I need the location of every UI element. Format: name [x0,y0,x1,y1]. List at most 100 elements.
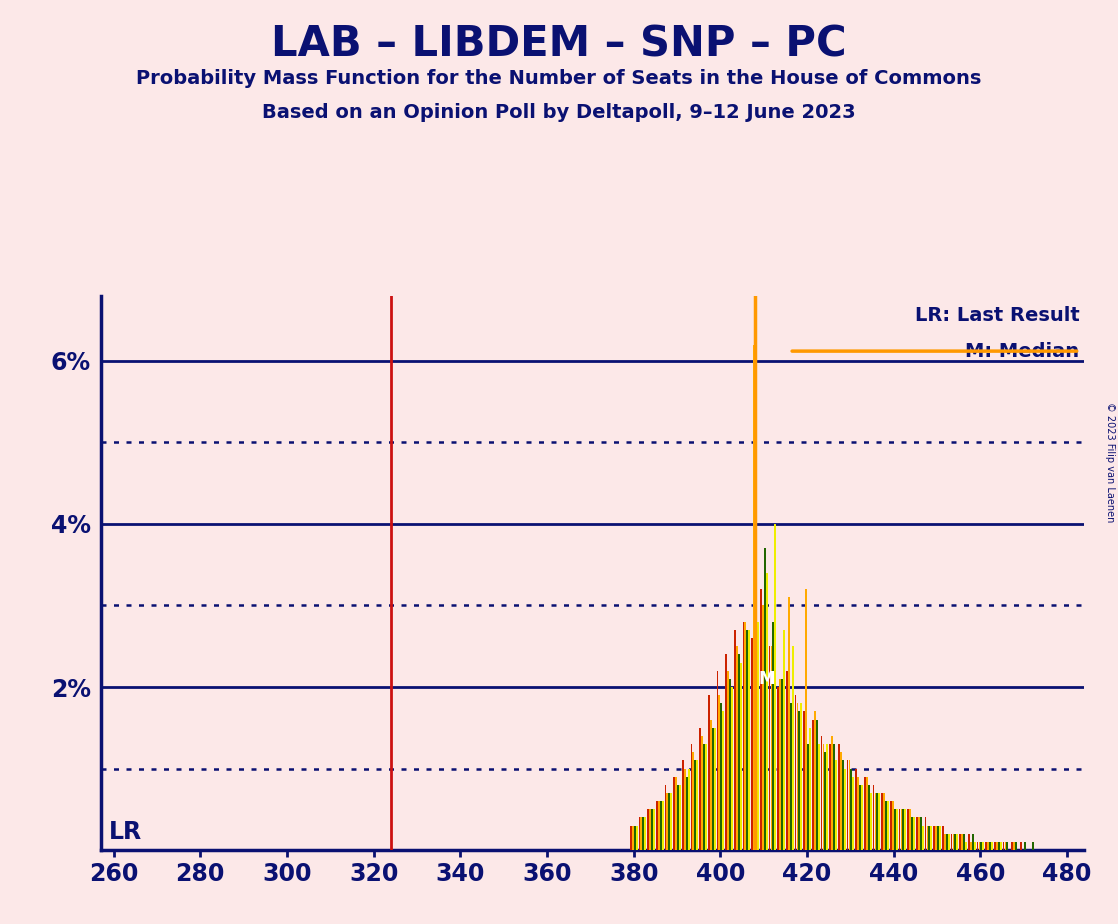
Bar [968,833,969,850]
Bar [817,744,819,850]
Bar [999,842,1002,850]
Bar [629,826,632,850]
Bar [870,793,872,850]
Bar [987,842,989,850]
Bar [937,826,939,850]
Bar [1005,842,1006,850]
Bar [727,671,729,850]
Bar [708,695,710,850]
Bar [849,760,851,850]
Bar [733,630,736,850]
Bar [953,833,955,850]
Bar [930,826,932,850]
Bar [893,809,896,850]
Bar [770,646,773,850]
Bar [766,573,768,850]
Bar [899,809,900,850]
Bar [745,622,747,850]
Text: LR: Last Result: LR: Last Result [915,306,1080,324]
Bar [840,752,842,850]
Bar [632,826,634,850]
Bar [821,736,823,850]
Bar [636,826,637,850]
Bar [692,752,694,850]
Bar [823,744,824,850]
Bar [902,809,904,850]
Bar [731,687,733,850]
Bar [956,833,958,850]
Bar [944,833,946,850]
Bar [826,744,828,850]
Bar [985,842,987,850]
Bar [831,736,833,850]
Bar [911,818,913,850]
Bar [877,793,879,850]
Bar [861,784,863,850]
Bar [691,744,692,850]
Text: M: M [758,670,775,687]
Bar [651,809,653,850]
Bar [1003,842,1004,850]
Bar [965,842,967,850]
Bar [1024,842,1025,850]
Text: LAB – LIBDEM – SNP – PC: LAB – LIBDEM – SNP – PC [272,23,846,65]
Bar [959,833,961,850]
Bar [948,833,949,850]
Bar [710,720,712,850]
Bar [950,833,953,850]
Bar [789,703,792,850]
Bar [679,784,681,850]
Bar [837,744,840,850]
Bar [1012,842,1013,850]
Bar [1013,842,1015,850]
Bar [662,801,664,850]
Bar [859,784,861,850]
Bar [920,818,921,850]
Bar [909,809,911,850]
Bar [760,590,761,850]
Bar [805,590,807,850]
Bar [874,793,877,850]
Bar [647,809,650,850]
Bar [904,809,907,850]
Bar [970,842,972,850]
Text: Based on an Opinion Poll by Deltapoll, 9–12 June 2023: Based on an Opinion Poll by Deltapoll, 9… [263,103,855,123]
Bar [751,638,754,850]
Bar [1006,842,1008,850]
Bar [713,728,716,850]
Bar [1033,842,1034,850]
Bar [656,801,657,850]
Bar [974,842,976,850]
Bar [792,646,794,850]
Bar [781,679,783,850]
Bar [671,793,672,850]
Bar [916,818,918,850]
Bar [807,744,809,850]
Bar [963,833,965,850]
Text: © 2023 Filip van Laenen: © 2023 Filip van Laenen [1106,402,1115,522]
Bar [653,809,655,850]
Bar [833,744,835,850]
Bar [757,622,759,850]
Bar [795,695,796,850]
Bar [729,679,731,850]
Bar [777,687,779,850]
Text: M: Median: M: Median [966,342,1080,360]
Bar [921,826,923,850]
Bar [844,769,845,850]
Bar [748,630,750,850]
Bar [835,760,837,850]
Bar [961,833,963,850]
Bar [890,801,892,850]
Bar [703,744,705,850]
Bar [896,809,898,850]
Bar [720,703,722,850]
Bar [697,760,699,850]
Bar [872,784,874,850]
Bar [783,630,785,850]
Bar [887,801,889,850]
Bar [660,801,662,850]
Bar [644,818,646,850]
Bar [814,711,816,850]
Bar [786,671,788,850]
